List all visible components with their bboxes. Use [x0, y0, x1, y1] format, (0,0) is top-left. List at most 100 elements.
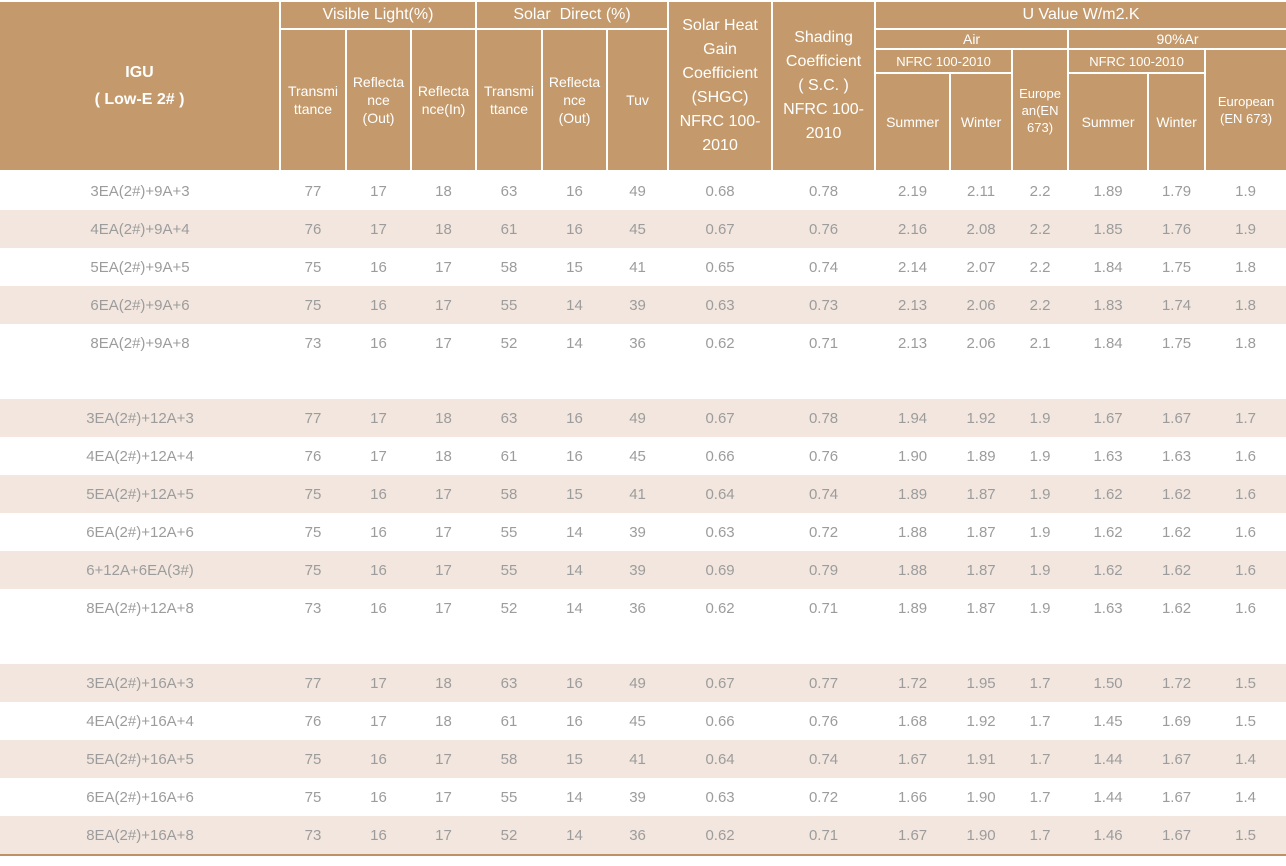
- table-row: 8EA(2#)+16A+8 73 16 17 52 14 36 0.62 0.71 1.67 1.9…: [0, 816, 1286, 857]
- value-cell: 1.7: [1012, 740, 1069, 779]
- value-cell: 73: [280, 816, 346, 857]
- value-cell: 17: [411, 324, 477, 363]
- value-cell: 0.71: [772, 324, 876, 363]
- value-cell: 39: [607, 513, 669, 552]
- value-cell: 2.2: [1012, 171, 1069, 211]
- value-cell: 63: [476, 171, 543, 211]
- igu-label: 6EA(2#)+9A+6: [0, 286, 280, 325]
- sd-reflectance-out-header: Reflecta nce (Out): [541, 27, 609, 173]
- value-cell: 0.71: [772, 589, 876, 628]
- value-cell: 17: [411, 286, 477, 325]
- value-cell: 0.62: [668, 324, 773, 363]
- value-cell: 16: [346, 475, 411, 514]
- value-cell: 17: [346, 664, 411, 703]
- igu-label: 6EA(2#)+16A+6: [0, 778, 280, 817]
- igu-label: 6EA(2#)+12A+6: [0, 513, 280, 552]
- igu-label: 8EA(2#)+9A+8: [0, 324, 280, 363]
- value-cell: 0.64: [668, 740, 773, 779]
- value-cell: 17: [411, 589, 477, 628]
- value-cell: 1.45: [1068, 702, 1149, 741]
- value-cell: 73: [280, 324, 346, 363]
- value-cell: 45: [607, 210, 669, 249]
- value-cell: 18: [411, 399, 477, 438]
- value-cell: 16: [346, 286, 411, 325]
- value-cell: 52: [476, 324, 543, 363]
- argon-winter-header: Winter: [1147, 72, 1207, 173]
- value-cell: 1.6: [1205, 437, 1286, 476]
- vl-reflectance-in-header: Reflecta nce(In): [409, 27, 478, 173]
- table-row: 8EA(2#)+9A+8 73 16 17 52 14 36 0.62 0.71 2.13 2.06…: [0, 324, 1286, 363]
- value-cell: 16: [542, 171, 608, 211]
- value-cell: 0.74: [772, 475, 876, 514]
- value-cell: 0.66: [668, 702, 773, 741]
- value-cell: 75: [280, 248, 346, 287]
- value-cell: 39: [607, 286, 669, 325]
- value-cell: 14: [542, 778, 608, 817]
- value-cell: 75: [280, 551, 346, 590]
- value-cell: 1.6: [1205, 551, 1286, 590]
- value-cell: 1.9: [1012, 475, 1069, 514]
- value-cell: 18: [411, 210, 477, 249]
- table-row: 5EA(2#)+12A+5 75 16 17 58 15 41 0.64 0.74 1.89 1.8…: [0, 475, 1286, 514]
- value-cell: 16: [542, 399, 608, 438]
- value-cell: 1.68: [875, 702, 951, 741]
- value-cell: 1.89: [875, 589, 951, 628]
- table-row: 5EA(2#)+9A+5 75 16 17 58 15 41 0.65 0.74 2.14 2.07…: [0, 248, 1286, 287]
- value-cell: 16: [542, 702, 608, 741]
- air-winter-header: Winter: [949, 72, 1014, 173]
- value-cell: 1.69: [1148, 702, 1206, 741]
- value-cell: 15: [542, 248, 608, 287]
- nfrc-argon-header: NFRC 100-2010: [1067, 48, 1207, 75]
- value-cell: 1.88: [875, 551, 951, 590]
- value-cell: 16: [346, 740, 411, 779]
- value-cell: 18: [411, 702, 477, 741]
- table-row: 6+12A+6EA(3#) 75 16 17 55 14 39 0.69 0.79 1.88 1.8…: [0, 551, 1286, 590]
- value-cell: 1.72: [1148, 664, 1206, 703]
- value-cell: 58: [476, 248, 543, 287]
- u-value-group-header: U Value W/m2.K: [874, 2, 1286, 30]
- value-cell: 14: [542, 816, 608, 857]
- igu-label: 4EA(2#)+9A+4: [0, 210, 280, 249]
- value-cell: 1.84: [1068, 248, 1149, 287]
- value-cell: 1.7: [1012, 664, 1069, 703]
- value-cell: 1.9: [1205, 210, 1286, 249]
- value-cell: 49: [607, 399, 669, 438]
- nfrc-air-header: NFRC 100-2010: [874, 48, 1014, 75]
- value-cell: 1.7: [1012, 778, 1069, 817]
- igu-label: 8EA(2#)+12A+8: [0, 589, 280, 628]
- value-cell: 2.2: [1012, 210, 1069, 249]
- value-cell: 1.84: [1068, 324, 1149, 363]
- value-cell: 52: [476, 589, 543, 628]
- table-row: 6EA(2#)+12A+6 75 16 17 55 14 39 0.63 0.72 1.88 1.8…: [0, 513, 1286, 552]
- value-cell: 0.77: [772, 664, 876, 703]
- value-cell: 17: [411, 248, 477, 287]
- igu-label: 5EA(2#)+12A+5: [0, 475, 280, 514]
- value-cell: 1.67: [1148, 740, 1206, 779]
- value-cell: 0.62: [668, 816, 773, 857]
- argon-european-header: European (EN 673): [1204, 48, 1286, 173]
- value-cell: 1.95: [950, 664, 1013, 703]
- argon-summer-header: Summer: [1067, 72, 1150, 173]
- value-cell: 17: [411, 513, 477, 552]
- value-cell: 1.67: [1148, 816, 1206, 857]
- value-cell: 1.67: [1148, 399, 1206, 438]
- value-cell: 1.5: [1205, 702, 1286, 741]
- value-cell: 1.6: [1205, 513, 1286, 552]
- tuv-header: Tuv: [606, 27, 670, 173]
- table-row: 4EA(2#)+12A+4 76 17 18 61 16 45 0.66 0.76 1.90 1.8…: [0, 437, 1286, 476]
- air-summer-header: Summer: [874, 72, 952, 173]
- igu-column-header: IGU ( Low-E 2# ): [0, 2, 281, 173]
- value-cell: 1.89: [1068, 171, 1149, 211]
- value-cell: 36: [607, 589, 669, 628]
- value-cell: 36: [607, 324, 669, 363]
- value-cell: 77: [280, 171, 346, 211]
- value-cell: 0.63: [668, 778, 773, 817]
- value-cell: 1.85: [1068, 210, 1149, 249]
- value-cell: 18: [411, 437, 477, 476]
- value-cell: 1.8: [1205, 286, 1286, 325]
- value-cell: 16: [346, 778, 411, 817]
- value-cell: 17: [411, 740, 477, 779]
- value-cell: 14: [542, 286, 608, 325]
- value-cell: 1.87: [950, 513, 1013, 552]
- value-cell: 1.62: [1148, 513, 1206, 552]
